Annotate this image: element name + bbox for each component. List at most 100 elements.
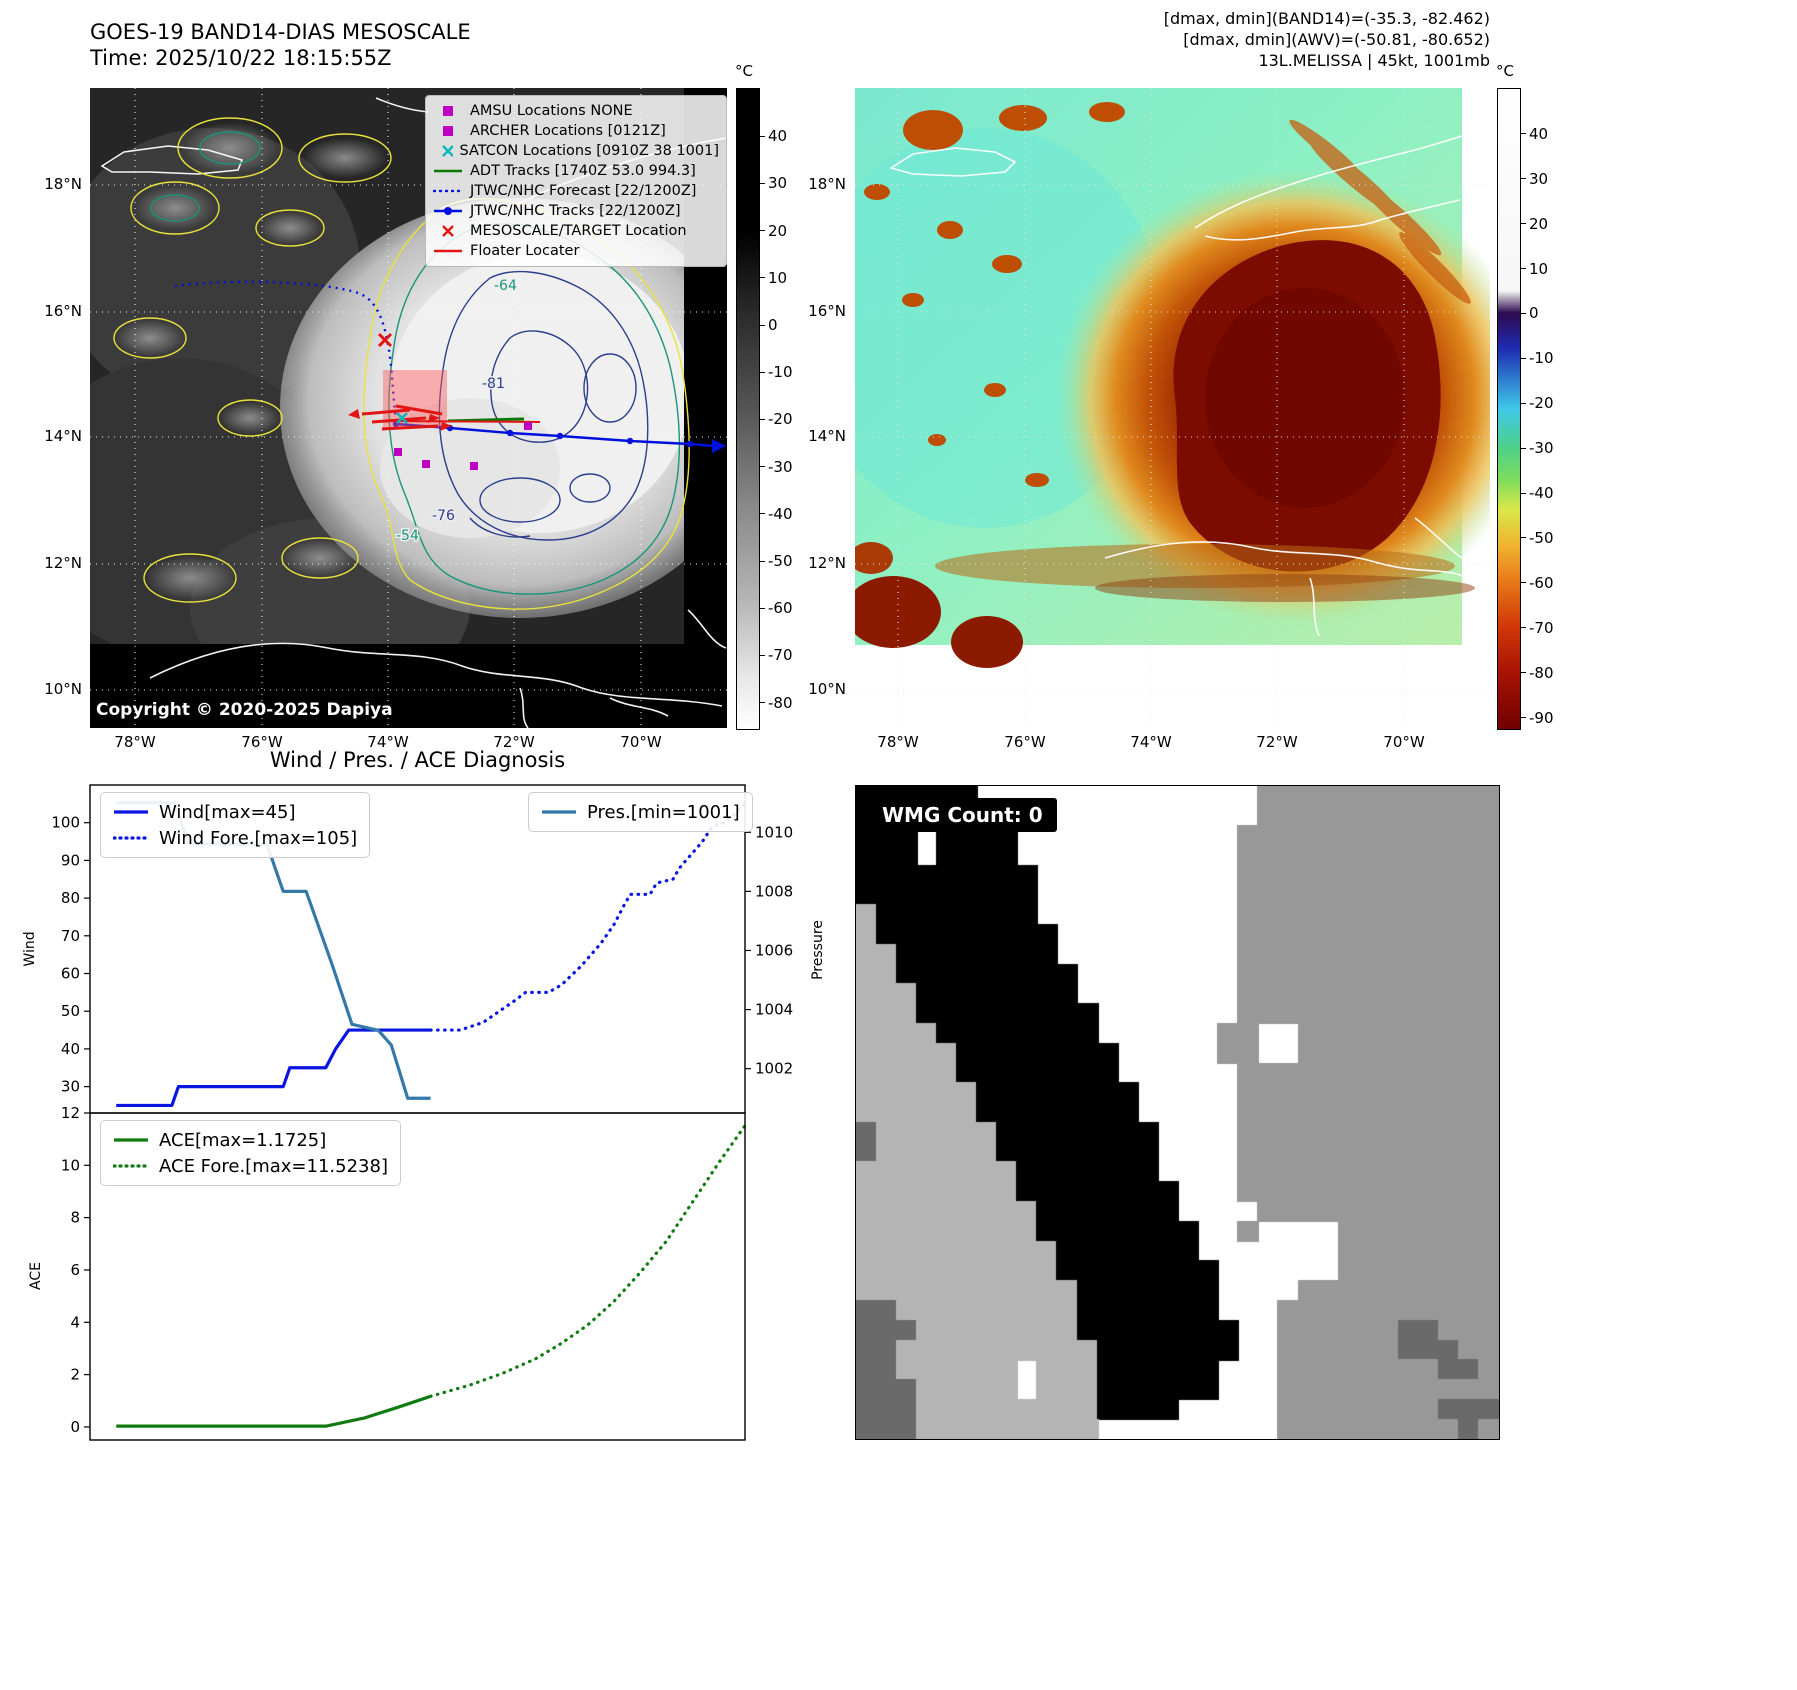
lat-tick: 12°N [44,554,82,572]
awv-colorbar-unit: °C [1496,62,1514,80]
dmax-dmin-awv: [dmax, dmin](AWV)=(-50.81, -80.652) [1183,30,1490,49]
lat-tick: 16°N [808,302,846,320]
colorbar-tick: 40 [1529,124,1549,143]
legend-item: JTWC/NHC Tracks [22/1200Z] [433,201,719,221]
wmg-count-badge: WMG Count: 0 [868,798,1057,832]
legend-label: AMSU Locations NONE [470,103,633,119]
legend-item: ACE Fore.[max=11.5238] [113,1153,388,1179]
y-axis-tick: 8 [70,1209,80,1227]
contour-label: -76 [432,508,455,524]
dmax-dmin-band14: [dmax, dmin](BAND14)=(-35.3, -82.462) [1163,9,1490,28]
colorbar-tick: -30 [768,457,793,476]
legend-item: Wind[max=45] [113,799,357,825]
wind-legend: Wind[max=45] Wind Fore.[max=105] [100,792,371,858]
colorbar-tick: -40 [1529,484,1554,503]
coastlines [889,135,1463,637]
contour-label: -64 [494,278,517,294]
contour-labels: -64 -81 -76 -54 [395,277,519,546]
colorbar-tick: -40 [768,504,793,523]
legend-label: ACE Fore.[max=11.5238] [159,1155,388,1177]
legend-label: Floater Locater [470,243,580,259]
legend-label: Wind[max=45] [159,801,296,823]
contour-label: -54 [396,528,419,544]
legend-label: ARCHER Locations [0121Z] [470,123,666,139]
y-axis-tick: 30 [61,1078,80,1096]
colorbar-tick: 0 [1529,304,1539,323]
y-axis-tick: 0 [70,1418,80,1436]
scattered-convection [864,102,1125,487]
legend-label: JTWC/NHC Forecast [22/1200Z] [470,183,697,199]
y-axis-tick: 6 [70,1261,80,1279]
y-axis-tick: 80 [61,889,80,907]
y-axis-tick: 70 [61,927,80,945]
lat-tick: 14°N [808,427,846,445]
grid-lines [90,88,727,728]
colorbar-tick: -50 [768,552,793,571]
band14-legend: AMSU Locations NONE ARCHER Locations [012… [425,95,727,267]
colorbar-tick: -10 [768,363,793,382]
tracks-and-markers [174,280,726,470]
colorbar-tick: 40 [768,127,788,146]
legend-item: JTWC/NHC Forecast [22/1200Z] [433,181,719,201]
legend-label: ADT Tracks [1740Z 53.0 994.3] [470,163,696,179]
colorbar-tick: -60 [768,599,793,618]
lat-tick: 18°N [44,175,82,193]
ir-contours [113,117,690,610]
colorbar-tick: -50 [1529,528,1554,547]
storm-id-label: 13L.MELISSA | 45kt, 1001mb [1258,51,1490,70]
y-axis-tick-right: 1006 [755,941,793,959]
colorbar-tick: -70 [768,646,793,665]
lon-tick: 70°W [1383,733,1425,751]
y-axis-tick: 100 [51,814,80,832]
diagnosis-title: Wind / Pres. / ACE Diagnosis [269,748,566,772]
jtwc-forecast-track [174,280,398,425]
band14-colorbar: 40 30 20 10 0 -10 -20 -30 -40 -50 -60 -70 -80 [736,88,793,730]
band14-colorbar-unit: °C [735,62,753,80]
awv-satellite-map [855,88,1490,728]
lon-tick: 78°W [114,733,156,751]
target-x-icon [377,332,393,348]
colorbar-tick: -20 [1529,394,1554,413]
colorbar-tick: -30 [1529,439,1554,458]
y-axis-tick: 50 [61,1002,80,1020]
awv-colorbar: 40 30 20 10 0 -10 -20 -30 -40 -50 -60 -70 -80 -90 [1497,88,1554,730]
lon-tick: 72°W [1256,733,1298,751]
colorbar-tick: -70 [1529,618,1554,637]
lon-tick: 74°W [1130,733,1172,751]
series-ACE Fore.[max=11.5238] [429,1123,747,1398]
legend-label: JTWC/NHC Tracks [22/1200Z] [470,203,681,219]
colorbar-tick: -20 [768,410,793,429]
y-axis-tick: 90 [61,851,80,869]
series-ACE[max=1.1725] [116,1394,432,1428]
southwest-convection [855,542,1023,668]
lon-tick: 76°W [241,733,283,751]
pressure-legend: Pres.[min=1001] [528,792,753,832]
lat-tick: 10°N [808,680,846,698]
legend-item: MESOSCALE/TARGET Location [433,221,719,241]
lon-tick: 74°W [367,733,409,751]
colorbar-tick: -90 [1529,708,1554,727]
lon-tick: 76°W [1004,733,1046,751]
archer-fix-arrows [361,404,443,431]
colorbar-tick: 30 [1529,169,1549,188]
y-axis-tick: 40 [61,1040,80,1058]
band14-time: Time: 2025/10/22 18:15:55Z [90,46,392,70]
wmg-panel: WMG Count: 0 [855,785,1500,1440]
colorbar-tick: 20 [1529,214,1549,233]
ace-legend: ACE[max=1.1725] ACE Fore.[max=11.5238] [100,1120,401,1186]
legend-item: ARCHER Locations [0121Z] [433,121,719,141]
series-Wind Fore.[max=105] [429,802,747,1032]
legend-label: Pres.[min=1001] [587,801,740,823]
legend-item: ADT Tracks [1740Z 53.0 994.3] [433,161,719,181]
cirrus-streaks [1289,119,1471,304]
wind-axis-label: Wind [22,931,38,967]
archer-amsu-squares [394,422,532,470]
y-axis-tick-right: 1008 [755,882,793,900]
diagnosis-charts: 30 40 50 60 70 80 90 100 1002 1004 1006 1008 1010 0 2 4… [51,784,793,1441]
colorbar-tick: -80 [1529,663,1554,682]
lat-tick: 14°N [44,427,82,445]
colorbar-tick: -60 [1529,573,1554,592]
lat-tick: 18°N [808,175,846,193]
pressure-axis-label: Pressure [810,920,826,980]
